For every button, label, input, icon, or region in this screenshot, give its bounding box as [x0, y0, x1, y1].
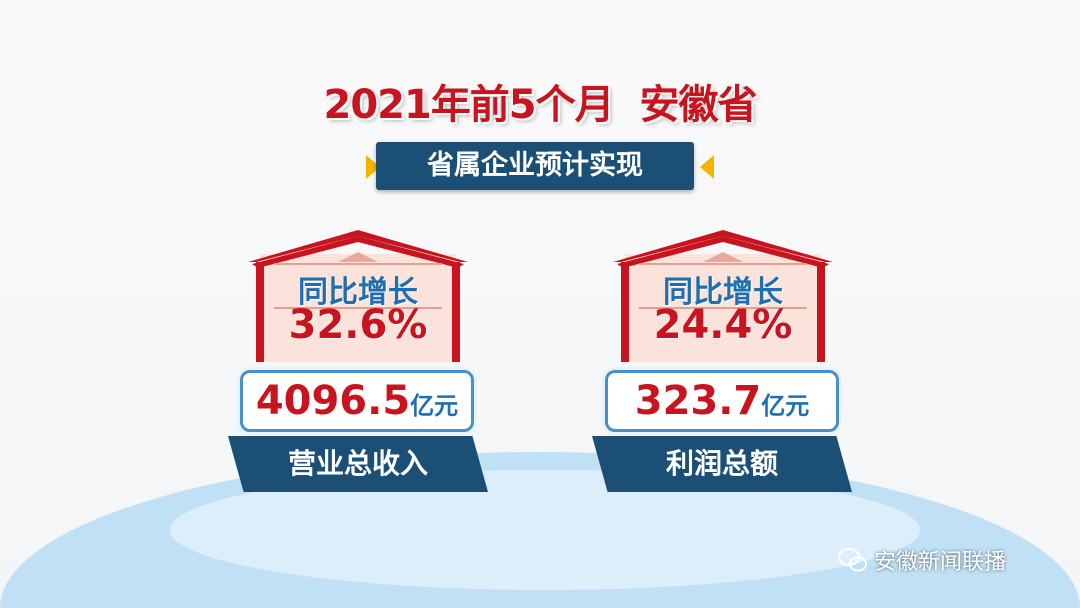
growth-label: 同比增长	[298, 275, 418, 310]
amount-unit: 亿元	[410, 392, 459, 420]
growth-value: 24.4%	[653, 302, 793, 348]
house-growth-revenue: 同比增长 32.6%	[238, 222, 478, 362]
metric-label: 营业总收入	[228, 436, 488, 492]
growth-label: 同比增长	[663, 275, 783, 310]
house-growth-profit: 同比增长 24.4%	[603, 222, 843, 362]
amount-box: 4096.5亿元	[240, 370, 474, 432]
house-icon	[248, 230, 468, 362]
subtitle-banner: 省属企业预计实现	[376, 142, 694, 190]
growth-value: 32.6%	[288, 302, 428, 348]
amount-box: 323.7亿元	[605, 370, 839, 432]
amount-value: 323.7	[634, 378, 762, 424]
amount-unit: 亿元	[761, 392, 810, 420]
wechat-icon	[838, 548, 867, 572]
watermark-text: 安徽新闻联播	[874, 550, 1007, 575]
metric-label: 利润总额	[592, 436, 852, 492]
watermark: 安徽新闻联播	[838, 544, 1006, 576]
page-title: 2021年前5个月 安徽省	[323, 82, 757, 128]
amount-value: 4096.5	[255, 378, 411, 424]
arrow-left-icon	[700, 155, 714, 179]
house-icon	[613, 230, 833, 362]
